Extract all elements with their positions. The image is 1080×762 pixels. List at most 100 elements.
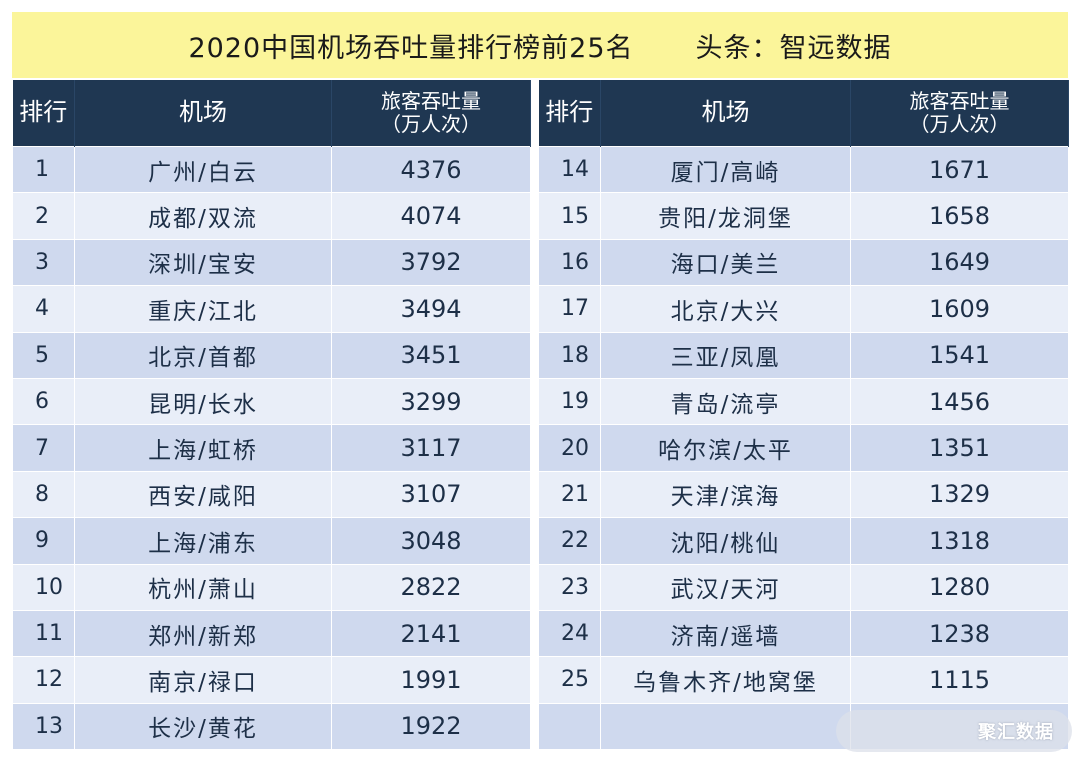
rank-cell: 14: [538, 145, 601, 194]
rank-cell: 11: [12, 609, 75, 658]
volume-cell: 1922: [331, 702, 531, 751]
table-row: 18 三亚/凤凰 1541: [538, 331, 1069, 379]
volume-cell: 2822: [331, 563, 531, 611]
header-rank: 排行: [12, 80, 75, 147]
volume-cell: 2141: [331, 609, 531, 658]
rank-cell: 21: [538, 470, 601, 519]
rank-cell: 12: [12, 656, 75, 704]
table-row: 15 贵阳/龙洞堡 1658: [538, 192, 1069, 240]
volume-cell: 1671: [850, 145, 1069, 194]
table-row: 3 深圳/宝安 3792: [12, 238, 531, 287]
header-airport: 机场: [600, 80, 851, 147]
watermark: 聚汇数据: [836, 710, 1072, 752]
table-row: 2 成都/双流 4074: [12, 192, 531, 240]
rank-cell: 18: [538, 331, 601, 379]
volume-cell: 3299: [331, 377, 531, 426]
volume-cell: 1318: [850, 517, 1069, 565]
title-source: 头条：智远数据: [695, 32, 892, 64]
airport-cell: 沈阳/桃仙: [600, 517, 851, 565]
rank-cell: 4: [12, 285, 75, 333]
watermark-text: 聚汇数据: [978, 722, 1054, 743]
table-row: 1 广州/白云 4376: [12, 145, 531, 194]
table-row: 4 重庆/江北 3494: [12, 285, 531, 333]
header-volume: 旅客吞吐量 （万人次）: [850, 80, 1069, 147]
volume-cell: 1115: [850, 656, 1069, 704]
rank-cell: 1: [12, 145, 75, 194]
header-volume-line1: 旅客吞吐量: [909, 89, 1010, 113]
airport-cell: 南京/禄口: [74, 656, 332, 704]
airport-cell: 济南/遥墙: [600, 609, 851, 658]
volume-cell: 3048: [331, 517, 531, 565]
table-row: 22 沈阳/桃仙 1318: [538, 517, 1069, 565]
airport-cell: 重庆/江北: [74, 285, 332, 333]
volume-cell: 1280: [850, 563, 1069, 611]
title-main: 2020中国机场吞吐量排行榜前25名: [188, 32, 634, 64]
airport-cell: 北京/首都: [74, 331, 332, 379]
rank-cell: 2: [12, 192, 75, 240]
header-volume-line1: 旅客吞吐量: [381, 89, 481, 113]
rank-cell: 23: [538, 563, 601, 611]
header-rank: 排行: [538, 80, 601, 147]
table-row: 7 上海/虹桥 3117: [12, 424, 531, 472]
header-volume: 旅客吞吐量 （万人次）: [331, 80, 531, 147]
rank-cell: 16: [538, 238, 601, 287]
airport-cell: 贵阳/龙洞堡: [600, 192, 851, 240]
volume-cell: 3451: [331, 331, 531, 379]
table-row: 11 郑州/新郑 2141: [12, 609, 531, 658]
volume-cell: 1329: [850, 470, 1069, 519]
rank-cell: 3: [12, 238, 75, 287]
rank-cell: 20: [538, 424, 601, 472]
table-header-row: 排行 机场 旅客吞吐量 （万人次）: [538, 80, 1069, 147]
airport-cell: 乌鲁木齐/地窝堡: [600, 656, 851, 704]
volume-cell: 4074: [331, 192, 531, 240]
volume-cell: 1649: [850, 238, 1069, 287]
rank-cell: 17: [538, 285, 601, 333]
rank-cell: 9: [12, 517, 75, 565]
table-row: 16 海口/美兰 1649: [538, 238, 1069, 287]
airport-cell: [600, 702, 851, 751]
rank-cell: 19: [538, 377, 601, 426]
airport-cell: 天津/滨海: [600, 470, 851, 519]
header-volume-line2: （万人次）: [909, 112, 1010, 136]
volume-cell: 3792: [331, 238, 531, 287]
table-row: 17 北京/大兴 1609: [538, 285, 1069, 333]
table-row: 12 南京/禄口 1991: [12, 656, 531, 704]
volume-cell: 4376: [331, 145, 531, 194]
volume-cell: 1238: [850, 609, 1069, 658]
ranking-table-left: 排行 机场 旅客吞吐量 （万人次） 1 广州/白云 4376 2 成都/双流 4074 3 深…: [12, 80, 531, 751]
volume-cell: 1658: [850, 192, 1069, 240]
airport-cell: 西安/咸阳: [74, 470, 332, 519]
rank-cell: 10: [12, 563, 75, 611]
rank-cell: 5: [12, 331, 75, 379]
airport-cell: 杭州/萧山: [74, 563, 332, 611]
airport-cell: 武汉/天河: [600, 563, 851, 611]
rank-cell: 25: [538, 656, 601, 704]
airport-cell: 青岛/流亭: [600, 377, 851, 426]
airport-cell: 北京/大兴: [600, 285, 851, 333]
airport-cell: 厦门/高崎: [600, 145, 851, 194]
table-row: 21 天津/滨海 1329: [538, 470, 1069, 519]
rank-cell: 24: [538, 609, 601, 658]
table-row: 20 哈尔滨/太平 1351: [538, 424, 1069, 472]
table-row: 13 长沙/黄花 1922: [12, 702, 531, 751]
header-airport: 机场: [74, 80, 332, 147]
rank-cell: 13: [12, 702, 75, 751]
rank-cell: 8: [12, 470, 75, 519]
rank-cell: 22: [538, 517, 601, 565]
rank-cell: 15: [538, 192, 601, 240]
rank-cell: [538, 702, 601, 751]
table-row: 14 厦门/高崎 1671: [538, 145, 1069, 194]
volume-cell: 1456: [850, 377, 1069, 426]
volume-cell: 1609: [850, 285, 1069, 333]
table-row: 24 济南/遥墙 1238: [538, 609, 1069, 658]
airport-cell: 海口/美兰: [600, 238, 851, 287]
volume-cell: 3494: [331, 285, 531, 333]
airport-cell: 哈尔滨/太平: [600, 424, 851, 472]
volume-cell: 3107: [331, 470, 531, 519]
ranking-table-right: 排行 机场 旅客吞吐量 （万人次） 14 厦门/高崎 1671 15 贵阳/龙洞堡 165…: [538, 80, 1069, 751]
airport-cell: 深圳/宝安: [74, 238, 332, 287]
volume-cell: 1351: [850, 424, 1069, 472]
table-row: 25 乌鲁木齐/地窝堡 1115: [538, 656, 1069, 704]
table-header-row: 排行 机场 旅客吞吐量 （万人次）: [12, 80, 531, 147]
table-row: 8 西安/咸阳 3107: [12, 470, 531, 519]
